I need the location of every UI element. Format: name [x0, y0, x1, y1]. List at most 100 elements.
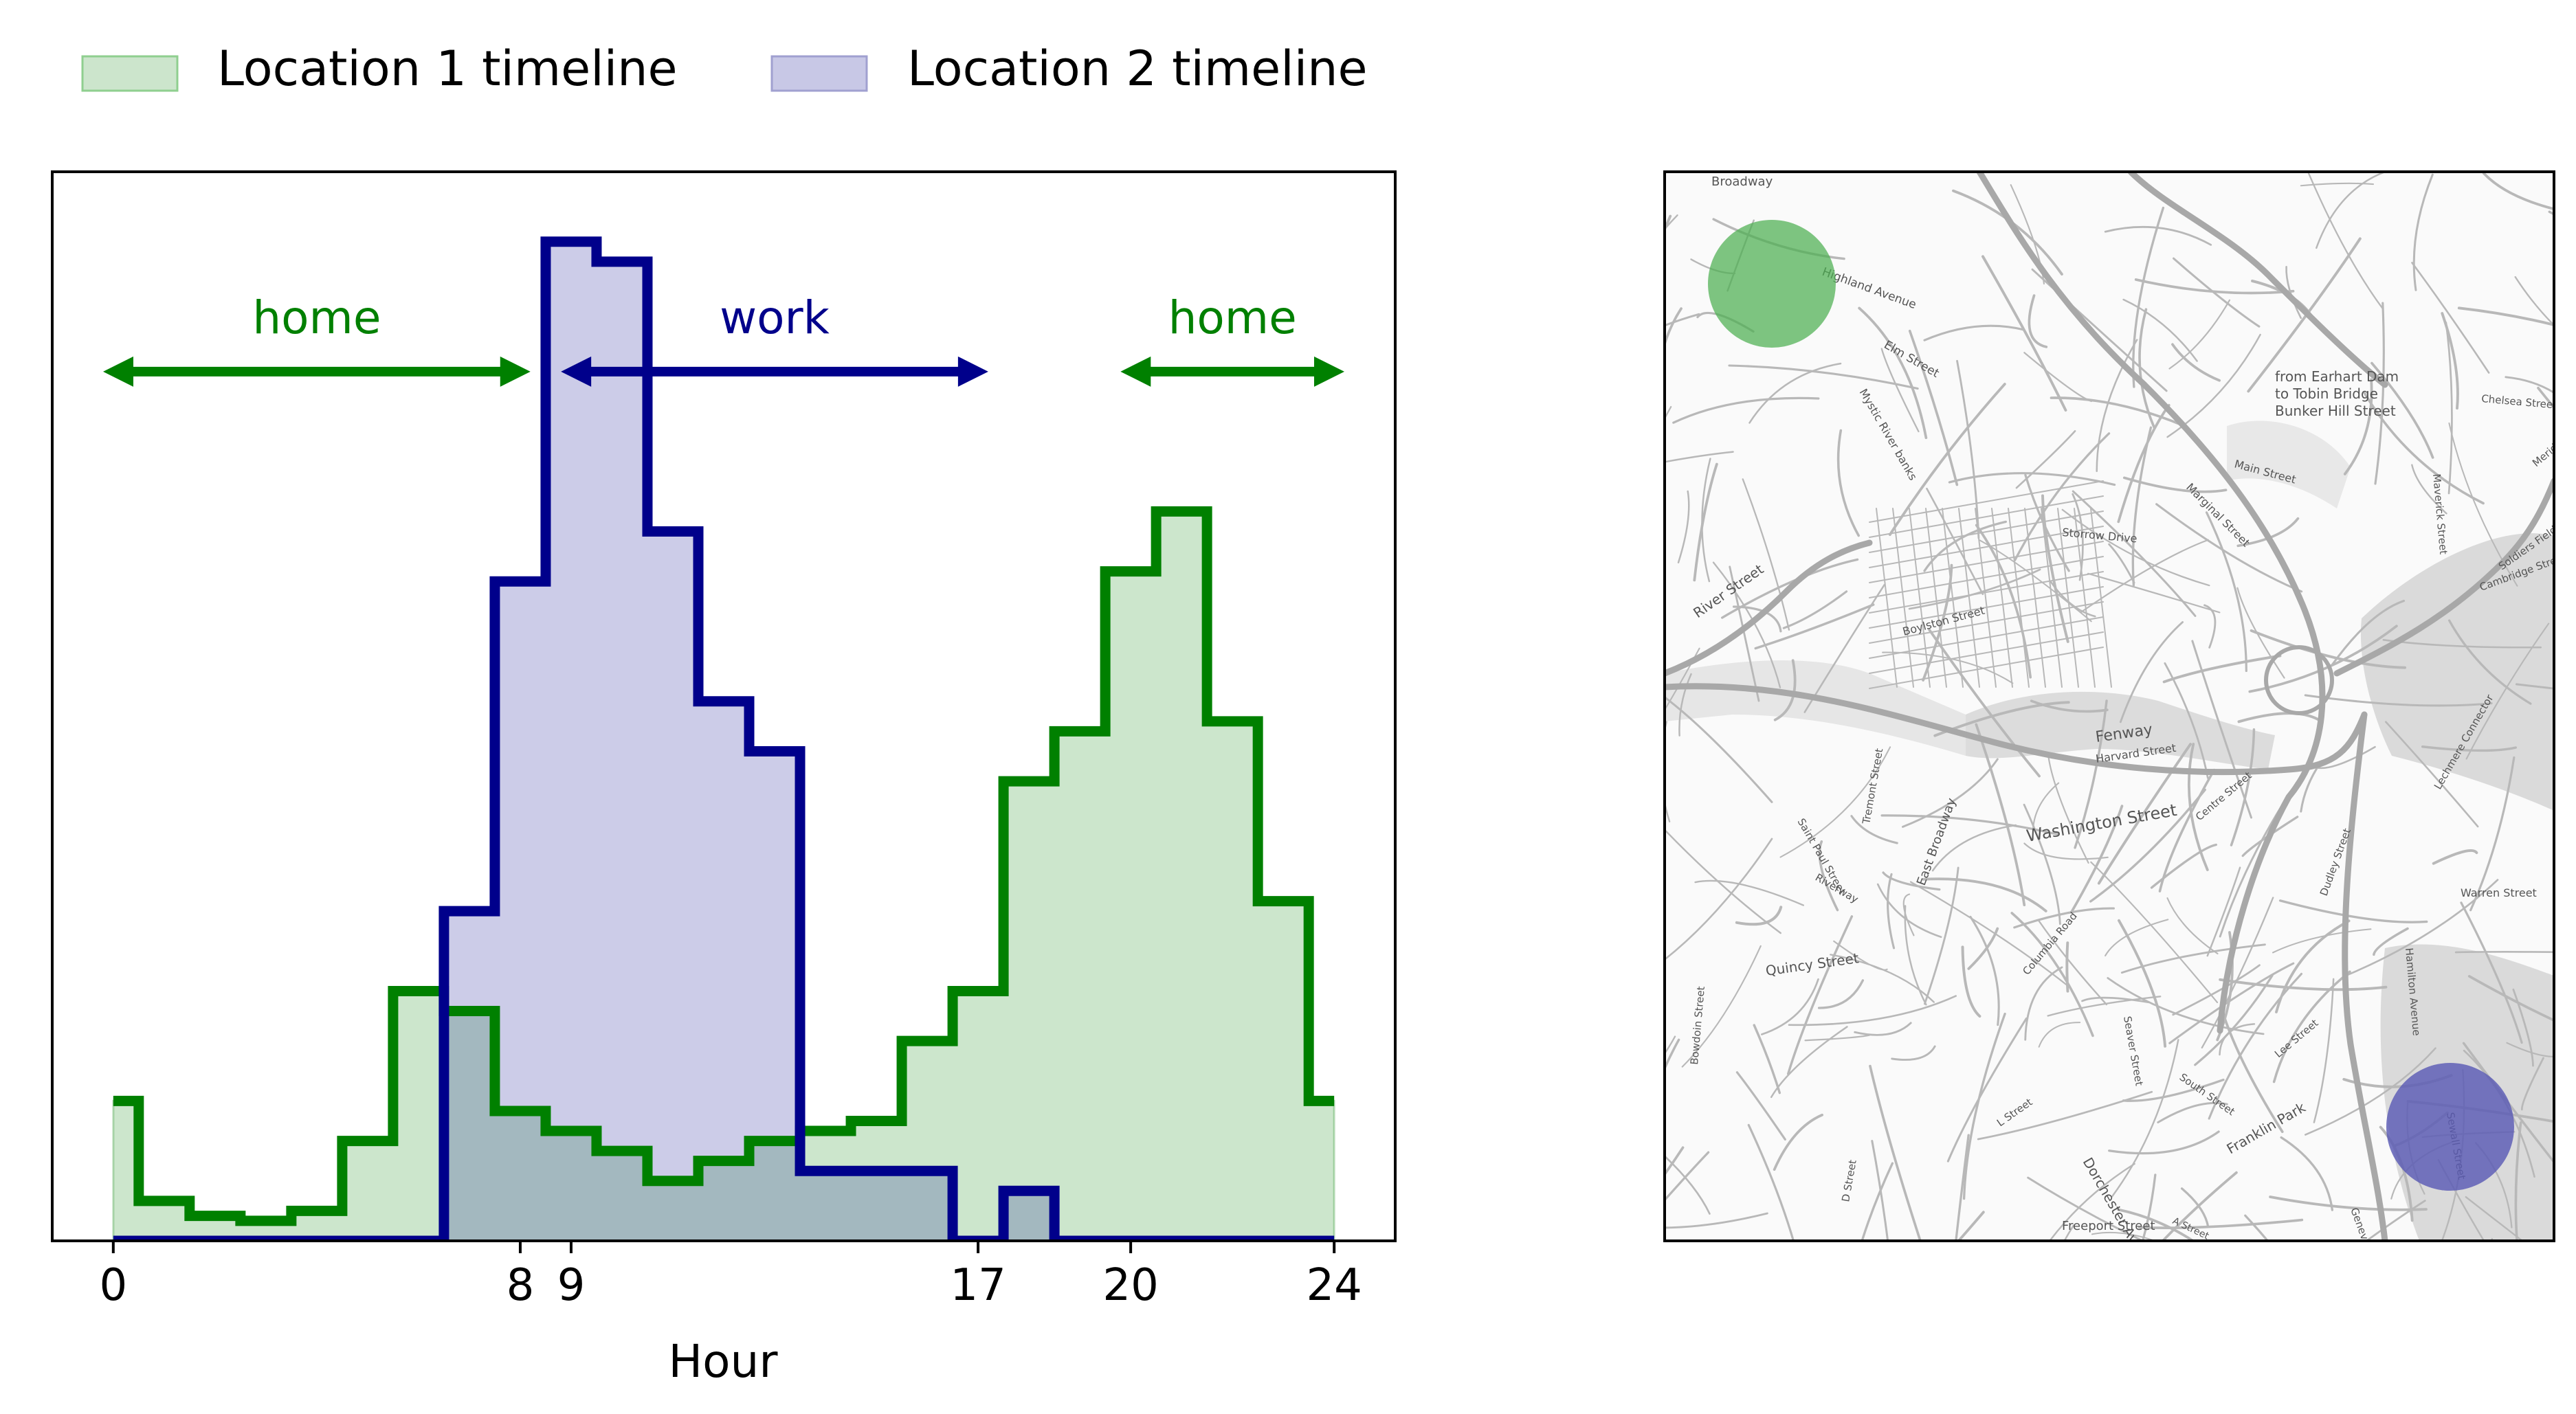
block-street: [1869, 510, 2104, 553]
major-road: [1665, 539, 1873, 677]
minor-street: [2171, 343, 2221, 382]
minor-street: [2117, 403, 2170, 524]
minor-street: [2269, 1196, 2428, 1211]
minor-street: [2280, 1136, 2334, 1211]
minor-street: [1665, 405, 1672, 420]
location-1-marker: [1708, 220, 1836, 348]
minor-street: [2038, 1022, 2081, 1048]
minor-street: [2061, 508, 2210, 587]
minor-street: [2482, 172, 2554, 211]
minor-street: [2122, 476, 2228, 493]
block-street: [1869, 616, 2104, 659]
minor-street: [2080, 539, 2209, 614]
minor-street: [1786, 915, 1854, 1075]
major-road: [1976, 172, 2326, 1034]
block-street: [1869, 571, 2104, 614]
minor-street: [1754, 603, 1875, 650]
minor-street: [2162, 654, 2282, 684]
minor-street: [1665, 721, 1671, 822]
annotation-arrow-head-right: [500, 356, 531, 387]
minor-street: [2010, 912, 2094, 1037]
minor-street: [2023, 803, 2061, 925]
minor-street: [2117, 919, 2167, 1048]
minor-street: [1931, 824, 2017, 872]
minor-street: [1804, 1034, 1870, 1042]
block-street: [1958, 508, 1980, 688]
minor-street: [1850, 815, 1898, 844]
minor-street: [1882, 871, 1941, 891]
rotary-road: [2264, 645, 2334, 715]
minor-street: [2027, 1176, 2145, 1241]
minor-street: [1773, 659, 1797, 721]
minor-street: [1926, 487, 1984, 596]
major-road: [2333, 478, 2554, 677]
line-series-1: [113, 506, 1335, 1226]
minor-street: [1677, 490, 1690, 563]
block-street: [2008, 508, 2030, 688]
minor-street: [1969, 915, 2000, 1026]
minor-street: [2300, 762, 2321, 813]
block-street: [1925, 508, 1947, 688]
minor-street: [1975, 723, 2026, 907]
minor-street: [1694, 879, 1805, 906]
minor-street: [2122, 1078, 2225, 1102]
minor-street: [1818, 840, 1839, 912]
minor-street: [2206, 866, 2241, 957]
minor-street: [2074, 699, 2108, 849]
minor-street: [1665, 313, 1700, 327]
minor-street: [1957, 1211, 1985, 1241]
minor-street: [2168, 299, 2231, 370]
minor-street: [1955, 1134, 1970, 1241]
minor-street: [2097, 743, 2192, 885]
minor-street: [2070, 805, 2124, 914]
minor-street: [1735, 1071, 1786, 1141]
minor-street: [2205, 511, 2247, 673]
block-street: [2041, 508, 2063, 688]
annotation-label-1: home: [252, 291, 381, 344]
minor-street: [2278, 899, 2428, 923]
minor-street: [2421, 745, 2518, 752]
minor-street: [2107, 977, 2265, 1035]
minor-street: [1908, 568, 2041, 610]
minor-street: [1770, 1026, 1848, 1099]
x-axis-label: Hour: [669, 1335, 779, 1388]
minor-street: [1665, 838, 1773, 961]
minor-street: [2032, 782, 2060, 840]
block-street: [2057, 508, 2079, 688]
block-street: [1892, 508, 1914, 688]
minor-street: [2203, 604, 2217, 649]
minor-street: [1665, 1146, 1685, 1177]
minor-street: [1928, 628, 2041, 778]
minor-street: [1908, 329, 1959, 486]
annotation-arrow-2: work: [561, 291, 988, 387]
minor-street: [2096, 339, 2138, 472]
minor-street: [1665, 214, 1672, 233]
minor-street: [2120, 943, 2266, 974]
annotation-arrow-head-left: [561, 356, 592, 387]
block-street: [1991, 508, 2013, 688]
minor-street: [2370, 361, 2434, 459]
minor-street: [2272, 970, 2351, 1084]
minor-street: [1728, 364, 1919, 390]
minor-street: [1923, 324, 2024, 341]
minor-street: [1961, 945, 1981, 1018]
minor-street: [2237, 712, 2320, 723]
minor-street: [2520, 1057, 2544, 1111]
minor-street: [2180, 1187, 2210, 1227]
minor-street: [2505, 376, 2554, 394]
x-tick-label-17: 17: [950, 1260, 1006, 1311]
minor-street: [2201, 897, 2274, 1048]
minor-street: [2194, 974, 2274, 1066]
block-street: [1869, 631, 2104, 674]
minor-street: [2134, 278, 2295, 295]
annotation-arrow-3: home: [1120, 291, 1344, 387]
minor-street: [1701, 458, 1711, 583]
minor-street: [2506, 1042, 2554, 1057]
minor-street: [1712, 561, 1781, 688]
minor-street: [2300, 182, 2375, 187]
minor-street: [2219, 978, 2388, 991]
minor-street: [2168, 962, 2295, 1044]
minor-street: [2515, 683, 2554, 690]
minor-street: [1748, 362, 1842, 424]
